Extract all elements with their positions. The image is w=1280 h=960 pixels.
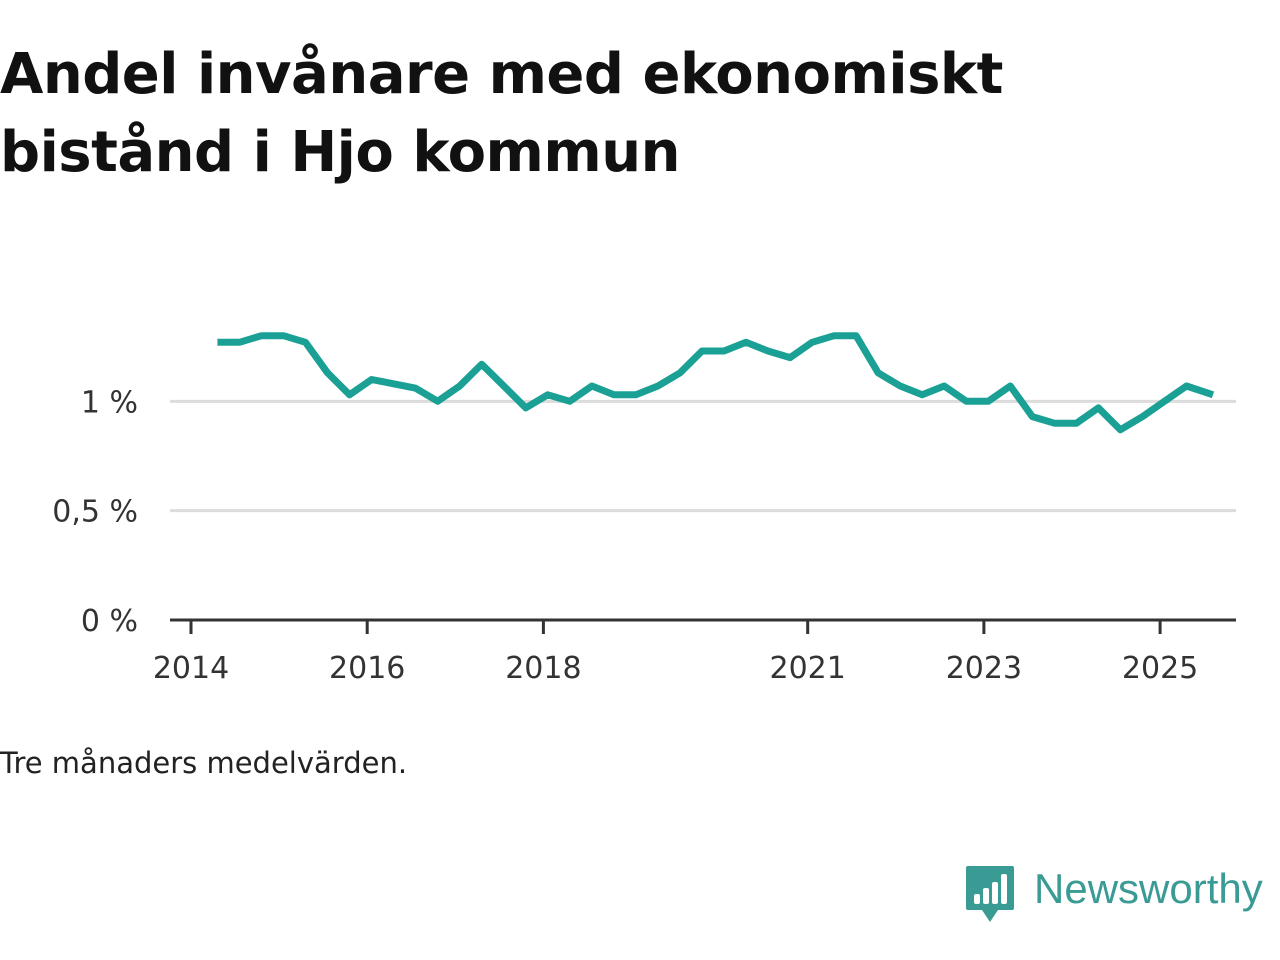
series-line — [217, 332, 1215, 434]
x-tick-label: 2023 — [946, 651, 1022, 686]
x-tick-label: 2016 — [329, 651, 405, 686]
x-tick-label: 2025 — [1122, 651, 1198, 686]
newsworthy-logo-icon — [966, 866, 1014, 922]
y-tick-label: 0,5 % — [52, 495, 138, 530]
chart-note: Tre månaders medelvärden. — [0, 746, 408, 780]
y-tick-label: 1 % — [81, 385, 138, 420]
brand[interactable]: Newsworthy — [964, 864, 1263, 926]
brand-name: Newsworthy — [1034, 865, 1263, 912]
chart-title: Andel invånare med ekonomiskt bistånd i … — [0, 42, 1003, 185]
x-tick-label: 2021 — [770, 651, 846, 686]
y-tick-label: 0 % — [81, 604, 138, 639]
x-tick-label: 2014 — [153, 651, 229, 686]
x-tick-label: 2018 — [505, 651, 581, 686]
